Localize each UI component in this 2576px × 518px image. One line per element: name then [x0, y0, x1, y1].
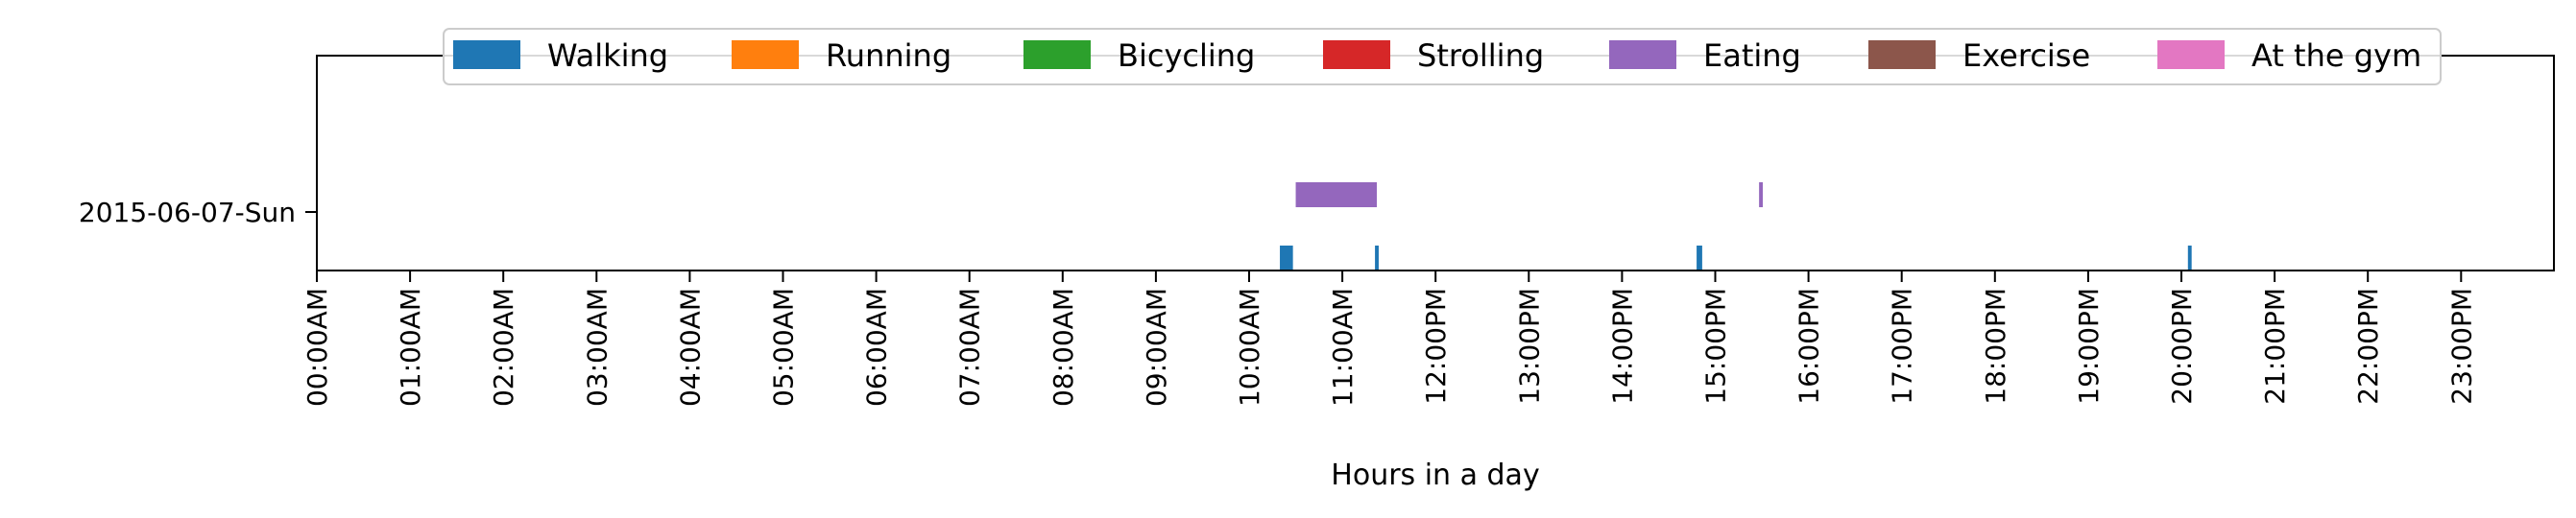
activity-bars	[1280, 182, 2192, 271]
legend-swatch-bicycling	[1023, 40, 1091, 69]
x-tick-label: 01:00AM	[395, 288, 426, 407]
legend-swatch-running	[732, 40, 799, 69]
x-tick-label: 00:00AM	[301, 288, 333, 407]
x-tick-label: 17:00PM	[1887, 288, 1918, 405]
legend-label-running: Running	[826, 37, 951, 74]
bar-walking-2	[1697, 246, 1702, 271]
x-tick-label: 19:00PM	[2073, 288, 2105, 405]
x-axis-ticks: 00:00AM 01:00AM 02:00AM 03:00AM 04:00AM 05:00…	[301, 271, 2477, 407]
x-tick-label: 13:00PM	[1513, 288, 1545, 405]
legend-swatch-exercise	[1868, 40, 1936, 69]
x-tick-label: 18:00PM	[1980, 288, 2011, 405]
x-tick-label: 05:00AM	[768, 288, 800, 407]
legend-swatch-walking	[453, 40, 520, 69]
x-tick-label: 08:00AM	[1047, 288, 1079, 407]
legend-label-at-the-gym: At the gym	[2251, 37, 2421, 74]
bar-walking-1	[1375, 246, 1379, 271]
x-tick-label: 23:00PM	[2445, 288, 2477, 405]
bar-eating-0	[1295, 182, 1378, 207]
legend-label-exercise: Exercise	[1962, 37, 2090, 74]
legend: Walking Running Bicycling Strolling Eating Ex…	[443, 28, 2442, 85]
x-tick-label: 04:00AM	[674, 288, 706, 407]
x-tick-label: 16:00PM	[1794, 288, 1825, 405]
legend-swatch-eating	[1609, 40, 1676, 69]
y-axis-ticks: 2015-06-07-Sun	[79, 197, 317, 228]
legend-swatch-strolling	[1323, 40, 1390, 69]
bar-walking-0	[1280, 246, 1293, 271]
x-tick-label: 02:00AM	[488, 288, 519, 407]
x-tick-label: 22:00PM	[2352, 288, 2384, 405]
x-tick-label: 20:00PM	[2166, 288, 2198, 405]
x-tick-label: 03:00AM	[581, 288, 613, 407]
x-tick-label: 06:00AM	[861, 288, 893, 407]
legend-box	[443, 28, 2442, 85]
x-tick-label: 11:00AM	[1327, 288, 1359, 407]
x-tick-label: 09:00AM	[1141, 288, 1172, 407]
legend-label-eating: Eating	[1703, 37, 1801, 74]
plot-frame	[316, 55, 2555, 271]
x-tick-label: 21:00PM	[2259, 288, 2291, 405]
x-tick-label: 14:00PM	[1606, 288, 1638, 405]
legend-swatch-at-the-gym	[2157, 40, 2225, 69]
x-tick-label: 10:00AM	[1234, 288, 1265, 407]
x-tick-label: 12:00PM	[1420, 288, 1452, 405]
x-axis-label: Hours in a day	[1331, 459, 1539, 492]
x-tick-label: 15:00PM	[1700, 288, 1732, 405]
legend-label-strolling: Strolling	[1417, 37, 1544, 74]
legend-label-bicycling: Bicycling	[1118, 37, 1255, 74]
y-tick-label: 2015-06-07-Sun	[79, 197, 296, 228]
bar-eating-1	[1759, 182, 1764, 207]
x-tick-label: 07:00AM	[954, 288, 986, 407]
legend-label-walking: Walking	[547, 37, 668, 74]
bar-walking-3	[2187, 246, 2192, 271]
